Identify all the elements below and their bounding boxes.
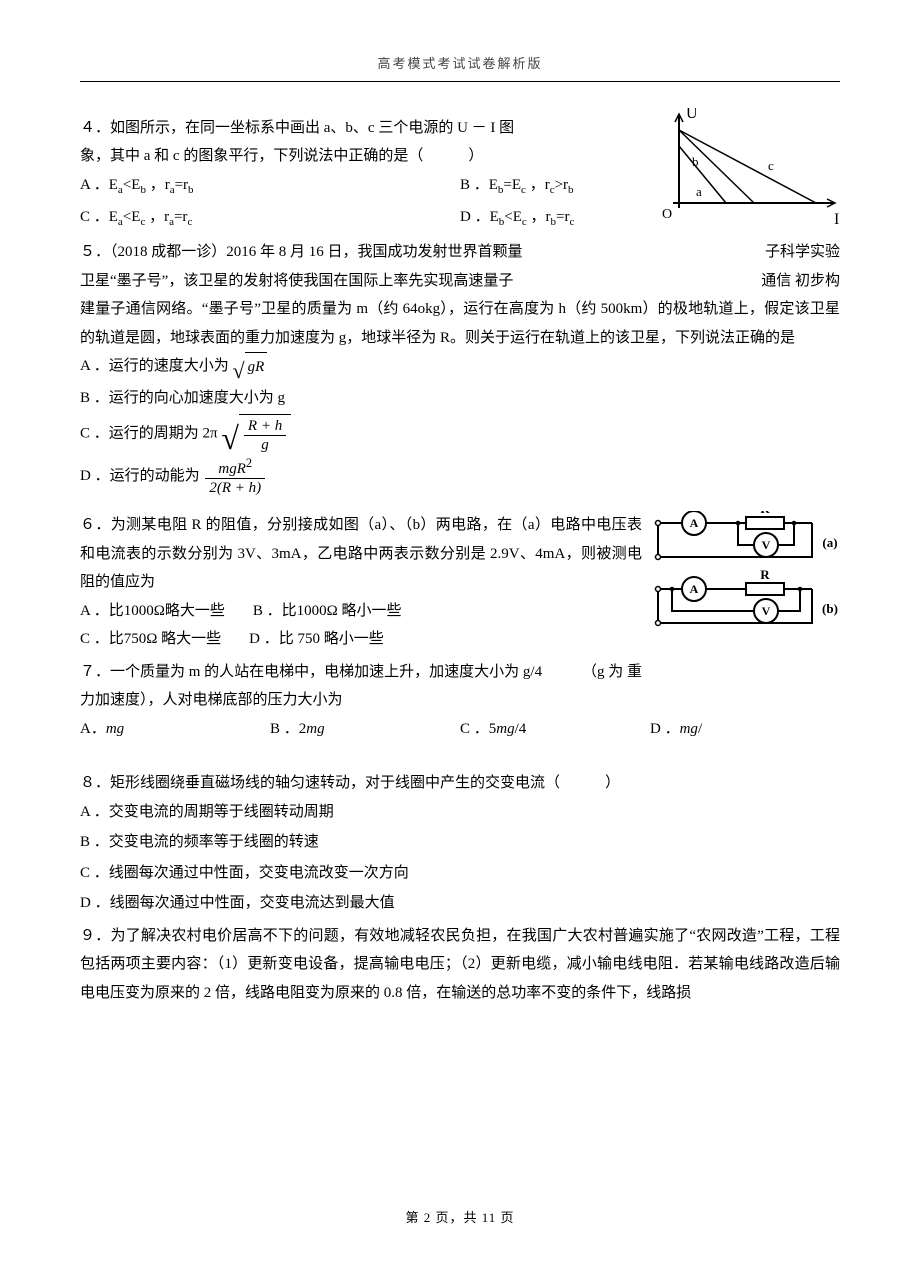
q8-option-b: B ．交变电流的频率等于线圈的转速 (80, 828, 840, 857)
svg-text:R: R (760, 511, 770, 516)
q8-option-c: C ．线圈每次通过中性面，交变电流改变一次方向 (80, 859, 840, 888)
q4-option-a: A ．Ea<Eb ，ra=rb (80, 171, 460, 201)
q7-option-a: A．mg (80, 715, 270, 744)
q8-option-d: D ．线圈每次通过中性面，交变电流达到最大值 (80, 889, 840, 918)
svg-text:b: b (692, 154, 699, 169)
q6-figure: A R V A R V (a) (b) (650, 511, 840, 652)
question-7: ７．一个质量为 m 的人站在电梯中，电梯加速上升，加速度大小为 g/4（g 为 … (80, 658, 840, 744)
svg-text:V: V (762, 604, 771, 618)
q6-option-a: A ．比1000Ω略大一些 (80, 597, 225, 626)
q5-option-d: D ．运行的动能为 mgR2 2(R + h) (80, 456, 840, 497)
q6-option-c: C ．比750Ω 略大一些 (80, 625, 221, 654)
svg-text:U: U (686, 108, 698, 122)
q7-stem-line2: 力加速度），人对电梯底部的压力大小为 (80, 686, 840, 715)
q4-option-c: C ．Ea<Ec ，ra=rc (80, 203, 460, 233)
svg-text:V: V (762, 538, 771, 552)
q5-option-b: B ．运行的向心加速度大小为 g (80, 384, 840, 413)
q9-stem: ９．为了解决农村电价居高不下的问题，有效地减轻农民负担，在我国广大农村普遍实施了… (80, 922, 840, 1008)
svg-text:(a): (a) (822, 535, 837, 550)
q7-option-d: D ．mg/ (650, 715, 840, 744)
q7-option-b: B ．2mg (270, 715, 460, 744)
question-9: ９．为了解决农村电价居高不下的问题，有效地减轻农民负担，在我国广大农村普遍实施了… (80, 922, 840, 1008)
q8-option-a: A ．交变电流的周期等于线圈转动周期 (80, 798, 840, 827)
q5-stem-line2: 卫星“墨子号”，该卫星的发射将使我国在国际上率先实现高速量子通信 初步构 (80, 267, 840, 296)
q7-option-c: C ．5mg/4 (460, 715, 650, 744)
svg-text:A: A (690, 582, 699, 596)
q6-option-d: D ．比 750 略小一些 (249, 625, 384, 654)
q5-option-a: A ．运行的速度大小为 √gR (80, 352, 840, 382)
question-4: UIObac ４．如图所示，在同一坐标系中画出 a、b、c 三个电源的 U － … (80, 114, 840, 235)
svg-text:R: R (760, 567, 770, 582)
svg-text:c: c (768, 158, 774, 173)
q7-stem-line1: ７．一个质量为 m 的人站在电梯中，电梯加速上升，加速度大小为 g/4（g 为 … (80, 658, 840, 687)
svg-text:A: A (690, 516, 699, 530)
svg-text:O: O (662, 207, 672, 222)
q8-stem: ８．矩形线圈绕垂直磁场线的轴匀速转动，对于线圈中产生的交变电流（ ） (80, 769, 840, 798)
q5-option-c: C ．运行的周期为 2π √ R + hg (80, 414, 840, 454)
svg-text:(b): (b) (822, 601, 838, 616)
svg-text:a: a (696, 184, 702, 199)
question-5: ５．（2018 成都一诊）2016 年 8 月 16 日，我国成功发射世界首颗量… (80, 238, 840, 497)
q5-stem-line3: 建量子通信网络。“墨子号”卫星的质量为 m（约 64okg），运行在高度为 h（… (80, 295, 840, 352)
svg-text:I: I (834, 211, 839, 228)
question-8: ８．矩形线圈绕垂直磁场线的轴匀速转动，对于线圈中产生的交变电流（ ） A ．交变… (80, 769, 840, 918)
q6-option-b: B ．比1000Ω 略小一些 (253, 597, 402, 626)
q4-figure: U I Oba c (638, 108, 848, 249)
page-footer: 第 2 页，共 11 页 (0, 1206, 920, 1231)
page-header: 高考模式考试试卷解析版 (80, 52, 840, 82)
